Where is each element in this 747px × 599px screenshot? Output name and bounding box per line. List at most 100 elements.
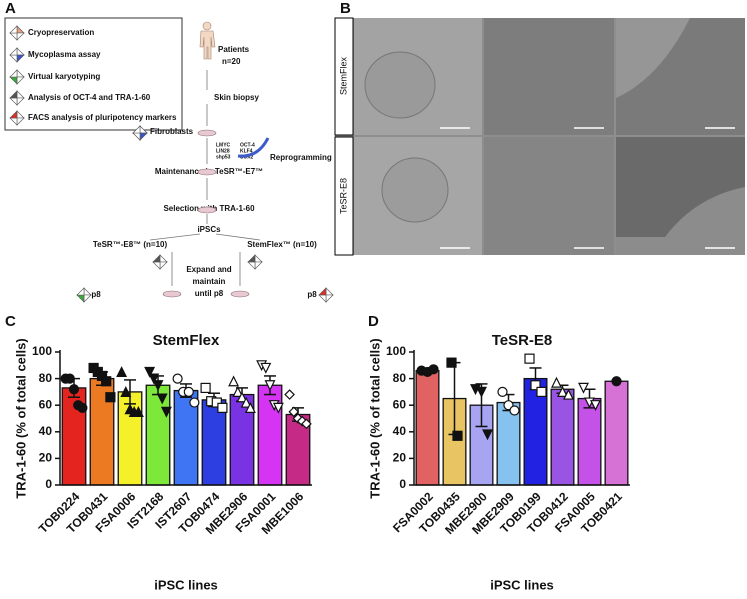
data-point <box>236 391 248 403</box>
data-point <box>116 366 128 378</box>
culture-dish <box>230 290 250 298</box>
status-icon <box>9 69 18 78</box>
data-point <box>578 382 589 394</box>
status-icon <box>83 287 92 296</box>
flow-text: Reprogramming <box>270 153 332 162</box>
flow-text: SOX2 <box>240 154 254 160</box>
panel-label: B <box>340 0 351 17</box>
bar <box>415 369 440 486</box>
status-icon <box>139 132 148 141</box>
status-icon <box>318 294 327 303</box>
flow-text: iPSCs <box>197 225 221 234</box>
y-tick-label: 80 <box>393 371 407 385</box>
y-tick-label: 20 <box>393 451 407 465</box>
data-point <box>244 402 256 413</box>
data-point <box>217 402 228 413</box>
data-point <box>77 402 88 413</box>
flow-text: OCT-4 <box>240 142 255 148</box>
status-icon <box>9 110 18 119</box>
data-point <box>482 429 493 441</box>
y-tick-label: 60 <box>39 397 53 411</box>
flow-text: LMYC <box>216 142 231 148</box>
bar <box>604 380 629 486</box>
chart-title: StemFlex <box>153 332 220 349</box>
legend-text: FACS analysis of pluripotency markers <box>28 113 177 122</box>
data-point <box>132 406 144 417</box>
data-point <box>101 376 112 387</box>
y-tick-label: 0 <box>45 477 52 491</box>
row-label: StemFlex <box>338 56 348 95</box>
culture-dish <box>197 129 217 137</box>
y-tick-label: 40 <box>393 424 407 438</box>
status-icon <box>132 132 141 141</box>
data-point <box>240 396 252 408</box>
data-point <box>211 397 222 408</box>
y-tick-label: 40 <box>39 424 53 438</box>
flow-text: maintain <box>193 277 226 286</box>
data-point <box>428 364 439 375</box>
data-point <box>264 380 276 392</box>
row-label-box <box>334 17 354 136</box>
person-icon <box>199 21 216 60</box>
row-label-box <box>334 136 354 256</box>
data-point <box>563 388 574 400</box>
flow-arrows <box>149 70 270 286</box>
data-point <box>200 382 211 394</box>
y-tick-label: 80 <box>39 371 53 385</box>
data-point <box>284 389 295 400</box>
status-icon <box>9 47 18 56</box>
legend-text: Cryopreservation <box>28 28 94 37</box>
data-point <box>160 406 172 418</box>
data-point <box>288 406 300 418</box>
status-icon <box>254 254 263 263</box>
data-point <box>557 386 568 397</box>
status-icon <box>132 125 141 134</box>
legend-box <box>4 17 183 131</box>
flow-text: Patients <box>218 45 250 54</box>
data-point <box>189 397 200 408</box>
data-point <box>144 366 156 378</box>
x-axis-label: iPSC lines <box>490 577 554 592</box>
data-point <box>611 376 622 387</box>
status-icon <box>76 294 85 303</box>
status-icon <box>152 254 161 263</box>
data-point <box>536 386 547 397</box>
flow-text: p8 <box>307 290 317 299</box>
bar <box>577 397 602 486</box>
status-icon <box>159 261 168 270</box>
y-tick-label: 100 <box>32 344 52 358</box>
culture-dish <box>197 206 217 214</box>
data-point <box>232 386 244 397</box>
status-icon <box>247 261 256 270</box>
panel-label: D <box>368 313 379 330</box>
data-point <box>228 375 240 387</box>
data-point <box>524 353 535 364</box>
flow-text: TeSR™-E8™ (n=10) <box>93 240 168 249</box>
micrographs <box>354 18 745 255</box>
data-point <box>183 386 194 397</box>
data-point <box>590 400 601 412</box>
y-tick-label: 0 <box>399 477 406 491</box>
legend-text: Analysis of OCT-4 and TRA-1-60 <box>28 93 151 102</box>
status-icon <box>325 294 334 303</box>
status-icon <box>247 254 256 263</box>
status-icon <box>325 287 334 296</box>
flow-text: n=20 <box>222 57 241 66</box>
data-point <box>551 376 562 388</box>
legend-text: Mycoplasma assay <box>28 50 101 59</box>
legend-text: Virtual karyotyping <box>28 72 100 81</box>
data-point <box>68 384 80 395</box>
data-point <box>148 373 160 385</box>
y-tick-label: 20 <box>39 451 53 465</box>
data-point <box>172 373 183 384</box>
bar <box>145 384 171 486</box>
data-point <box>446 357 457 368</box>
flow-text: Skin biopsy <box>214 93 259 102</box>
status-icon <box>159 254 168 263</box>
flow-text: Expand and <box>186 265 231 274</box>
status-icon <box>76 287 85 296</box>
flow-text: LIN28 <box>216 148 230 154</box>
status-icon <box>152 261 161 270</box>
panel-label: C <box>5 313 16 330</box>
